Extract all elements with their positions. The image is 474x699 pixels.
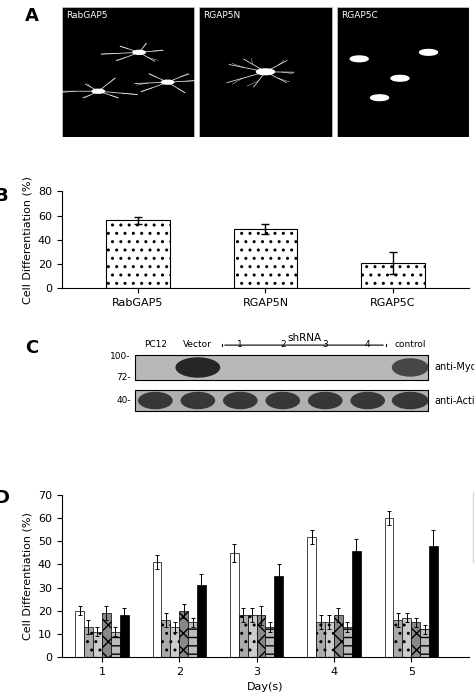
- FancyBboxPatch shape: [199, 7, 332, 136]
- Bar: [411, 622, 420, 657]
- FancyBboxPatch shape: [337, 7, 469, 136]
- Text: C: C: [25, 339, 38, 357]
- Ellipse shape: [223, 391, 258, 409]
- Circle shape: [92, 89, 104, 93]
- Bar: [429, 546, 438, 657]
- Text: RGAP5C: RGAP5C: [341, 11, 378, 20]
- Bar: [316, 622, 325, 657]
- Text: 40-: 40-: [116, 396, 131, 405]
- Circle shape: [133, 50, 145, 55]
- Bar: [153, 562, 162, 657]
- Bar: [343, 627, 352, 657]
- Circle shape: [419, 50, 438, 55]
- Text: Vector: Vector: [183, 340, 212, 350]
- Text: 100-: 100-: [110, 352, 131, 361]
- Text: 3: 3: [322, 340, 328, 350]
- Text: RGAP5N: RGAP5N: [203, 11, 240, 20]
- Circle shape: [371, 95, 389, 101]
- Bar: [256, 615, 265, 657]
- Ellipse shape: [350, 391, 385, 409]
- Text: 2: 2: [280, 340, 285, 350]
- Text: A: A: [25, 7, 39, 25]
- Bar: [119, 615, 128, 657]
- Circle shape: [162, 80, 173, 84]
- Bar: [334, 615, 343, 657]
- Text: RabGAP5: RabGAP5: [66, 11, 107, 20]
- Bar: [135, 355, 428, 380]
- Ellipse shape: [181, 391, 215, 409]
- Bar: [352, 551, 361, 657]
- Bar: [247, 615, 256, 657]
- Bar: [75, 611, 84, 657]
- Bar: [239, 615, 247, 657]
- Y-axis label: Cell Differentiation (%): Cell Differentiation (%): [22, 512, 32, 640]
- Text: PC12: PC12: [144, 340, 167, 350]
- Bar: [135, 390, 428, 411]
- Text: anti-Actin: anti-Actin: [435, 396, 474, 405]
- Bar: [234, 229, 297, 289]
- Bar: [307, 537, 316, 657]
- Text: 4: 4: [365, 340, 371, 350]
- Bar: [420, 629, 429, 657]
- Y-axis label: Cell Differentiation (%): Cell Differentiation (%): [22, 176, 32, 304]
- X-axis label: Day(s): Day(s): [247, 682, 284, 692]
- Bar: [170, 627, 179, 657]
- Text: 1: 1: [237, 340, 243, 350]
- Text: B: B: [0, 187, 8, 206]
- Ellipse shape: [308, 391, 343, 409]
- Ellipse shape: [175, 357, 220, 377]
- Bar: [111, 632, 119, 657]
- Bar: [162, 620, 170, 657]
- Ellipse shape: [392, 391, 428, 409]
- Bar: [274, 576, 283, 657]
- Ellipse shape: [265, 391, 300, 409]
- Bar: [265, 627, 274, 657]
- Circle shape: [350, 56, 368, 62]
- Text: shRNA: shRNA: [287, 333, 321, 343]
- Bar: [188, 622, 197, 657]
- Bar: [393, 620, 402, 657]
- FancyBboxPatch shape: [62, 7, 194, 136]
- Bar: [102, 613, 111, 657]
- Bar: [93, 632, 102, 657]
- Text: 72-: 72-: [116, 373, 131, 382]
- Circle shape: [256, 69, 274, 75]
- Ellipse shape: [392, 358, 428, 377]
- Bar: [197, 585, 206, 657]
- Bar: [402, 618, 411, 657]
- Bar: [106, 220, 170, 289]
- Bar: [230, 553, 239, 657]
- Circle shape: [391, 75, 409, 81]
- Text: D: D: [0, 489, 9, 507]
- Bar: [361, 263, 425, 289]
- Text: anti-Myc: anti-Myc: [435, 363, 474, 373]
- Bar: [84, 627, 93, 657]
- Text: control: control: [394, 340, 426, 350]
- Bar: [179, 611, 188, 657]
- Ellipse shape: [138, 391, 173, 409]
- Bar: [384, 518, 393, 657]
- Bar: [325, 622, 334, 657]
